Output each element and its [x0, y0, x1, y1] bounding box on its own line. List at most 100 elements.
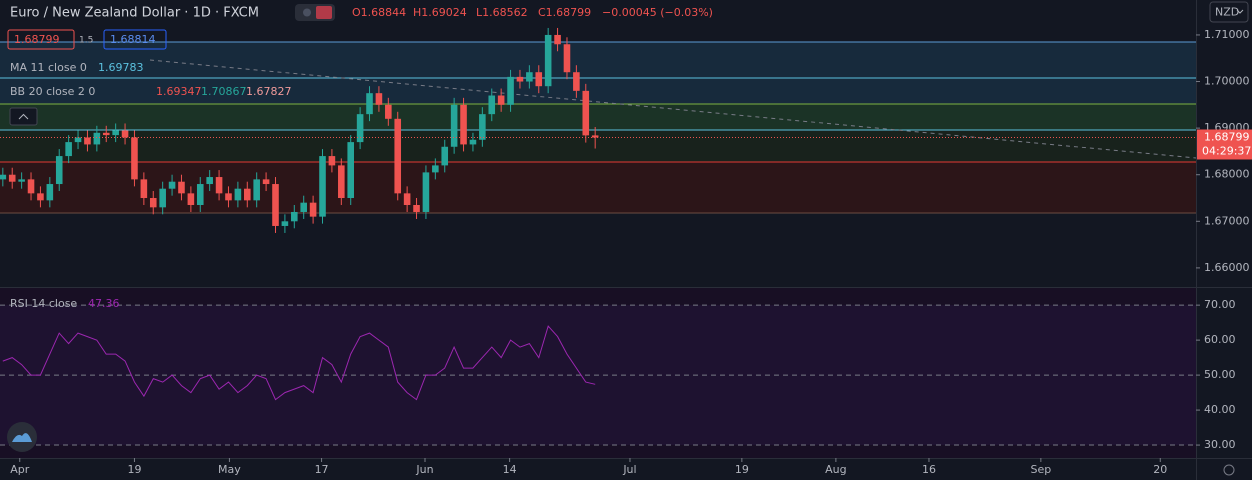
- countdown: 04:29:37: [1202, 144, 1251, 157]
- indicator-value: 1.67827: [246, 85, 292, 98]
- candle-body: [18, 179, 25, 182]
- candle-body: [187, 193, 195, 205]
- marks: 1.660001.670001.680001.690001.700001.710…: [0, 28, 1252, 476]
- settings-icon[interactable]: [1223, 464, 1235, 476]
- candle-body: [413, 205, 420, 212]
- currency: NZD: [1215, 6, 1239, 19]
- candle-body: [403, 193, 411, 205]
- last-price-box: [1197, 129, 1252, 160]
- candle-body: [84, 137, 91, 145]
- rsi-line: [2, 325, 596, 401]
- x-tick-label: 20: [1153, 463, 1167, 476]
- candle-body: [159, 188, 166, 208]
- candle-body: [544, 34, 552, 87]
- candle-body: [422, 172, 430, 212]
- ohlc-value: O1.68844: [352, 6, 406, 19]
- collapse-icon: [18, 113, 29, 120]
- y-tick-label: 40.00: [1204, 403, 1236, 416]
- y-tick-label: 1.67000: [1204, 214, 1250, 227]
- x-tick-label: 17: [315, 463, 329, 476]
- y-tick-label: 50.00: [1204, 368, 1236, 381]
- legend: Euro / New Zealand Dollar · 1D · FXCM 1.…: [7, 1, 1249, 476]
- candle-body: [488, 95, 496, 115]
- candle-body: [281, 221, 289, 226]
- ask-box: [103, 29, 167, 50]
- candle-body: [215, 177, 223, 194]
- indicator-value: 1.69783: [98, 61, 144, 74]
- ohlc-value: H1.69024: [413, 6, 467, 19]
- zone-green: [0, 104, 1196, 130]
- candle-body: [234, 188, 242, 201]
- zone-dark-green: [0, 130, 1196, 162]
- candle-body: [300, 202, 307, 212]
- candle-body: [535, 72, 543, 87]
- x-tick-label: Jun: [415, 463, 433, 476]
- candle-body: [516, 76, 524, 82]
- indicator-value: 1.70867: [201, 85, 247, 98]
- logo-icon: [12, 433, 32, 442]
- x-tick-label: May: [218, 463, 241, 476]
- candle-body: [121, 130, 129, 138]
- x-tick-label: Sep: [1030, 463, 1051, 476]
- candle-body: [394, 118, 402, 194]
- y-tick-label: 70.00: [1204, 298, 1236, 311]
- candle-body: [441, 146, 449, 166]
- y-tick-label: 1.70000: [1204, 75, 1250, 88]
- candle-body: [375, 93, 383, 105]
- candle-body: [102, 132, 110, 136]
- rsi-name: RSI 14 close: [10, 297, 77, 310]
- indicator-value: 1.69347: [156, 85, 202, 98]
- candle-body: [291, 211, 298, 222]
- currency-button[interactable]: [1209, 1, 1249, 23]
- y-tick-label: 1.71000: [1204, 28, 1250, 41]
- candle-body: [526, 72, 533, 82]
- zone-lines: [0, 41, 1196, 214]
- x-tick-label: 19: [127, 463, 141, 476]
- currency-arrow: [1236, 9, 1244, 14]
- y-tick-label: 30.00: [1204, 438, 1236, 451]
- candle-body: [55, 156, 63, 185]
- candle-body: [582, 90, 590, 136]
- last-price: 1.68799: [1204, 130, 1250, 143]
- candle-body: [140, 179, 148, 199]
- candle-body: [206, 177, 213, 185]
- candle-body: [225, 193, 232, 201]
- candle-body: [149, 198, 157, 208]
- candle-body: [46, 184, 54, 201]
- symbol-title: Euro / New Zealand Dollar · 1D · FXCM: [10, 6, 259, 21]
- candle-body: [356, 114, 364, 143]
- candle-body: [65, 142, 72, 157]
- candle-body: [272, 184, 279, 226]
- ask: 1.68814: [110, 33, 156, 46]
- collapse-button[interactable]: [9, 107, 38, 126]
- candle-body: [497, 95, 505, 105]
- candle-body: [8, 174, 16, 182]
- candle-body: [262, 179, 270, 185]
- candle-body: [27, 179, 35, 194]
- candle-body: [93, 132, 101, 145]
- candle-body: [168, 181, 176, 189]
- ohlc-value: −0.00045 (−0.03%): [602, 6, 713, 19]
- icon: [303, 8, 311, 17]
- candle-body: [243, 188, 251, 201]
- candle-body: [131, 137, 138, 180]
- ohlc-value: L1.68562: [476, 6, 528, 19]
- candle-body: [0, 174, 7, 180]
- candle-body: [432, 165, 439, 173]
- indicator-name: BB 20 close 2 0: [10, 85, 95, 98]
- bid: 1.68799: [14, 33, 60, 46]
- candle-body: [112, 130, 119, 136]
- candle-body: [450, 104, 458, 147]
- candle-body: [385, 104, 392, 119]
- ohlc-value: C1.68799: [538, 6, 591, 19]
- bid-box: [7, 29, 75, 50]
- candle-body: [338, 165, 345, 199]
- x-tick-label: Jul: [622, 463, 636, 476]
- x-tick-label: 16: [922, 463, 936, 476]
- x-tick-label: 14: [503, 463, 517, 476]
- icon: [316, 6, 332, 19]
- candle-body: [347, 142, 355, 199]
- candle-body: [309, 202, 317, 217]
- candle-body: [178, 181, 185, 194]
